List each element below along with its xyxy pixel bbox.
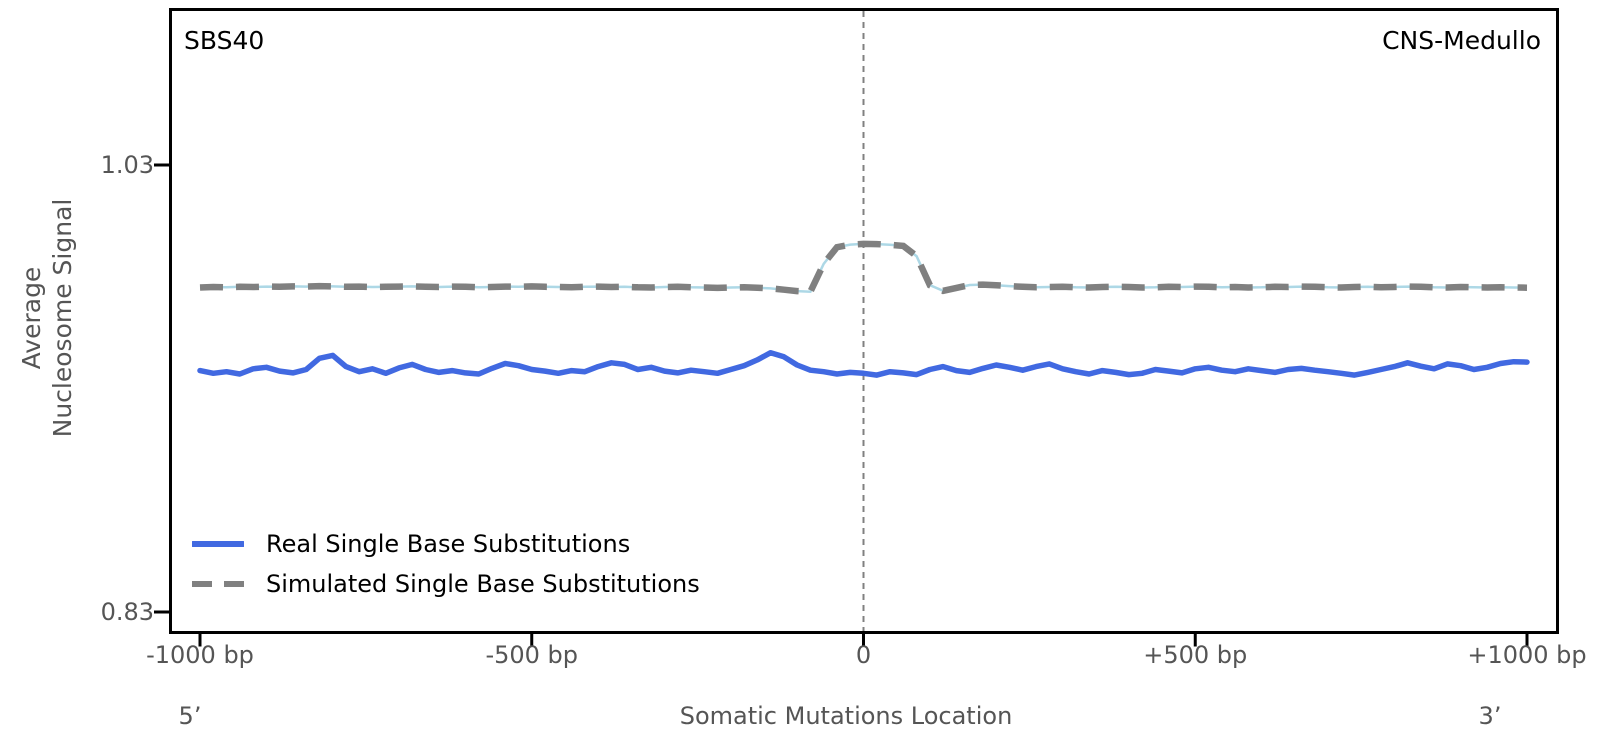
x-tick-label-minus-1000: -1000 bp xyxy=(146,641,254,669)
real-line xyxy=(197,349,1530,378)
legend-label-real: Real Single Base Substitutions xyxy=(266,530,631,558)
x-tick-label-plus-500: +500 bp xyxy=(1143,641,1248,669)
simulated-line xyxy=(199,240,1528,296)
three-prime-label: 3’ xyxy=(1478,702,1502,730)
signature-title: SBS40 xyxy=(184,26,265,55)
y-axis-label-line1: Average xyxy=(16,266,46,370)
legend-item-simulated: Simulated Single Base Substitutions xyxy=(192,564,812,604)
y-tick-label-top: 1.03 xyxy=(100,151,154,179)
simulated-line-swatch xyxy=(192,581,244,587)
y-axis-label: Average Nucleosome Signal xyxy=(16,199,79,438)
x-tick-label-zero: 0 xyxy=(855,641,872,669)
legend: Real Single Base Substitutions Simulated… xyxy=(192,524,812,604)
x-tick-label-plus-1000: +1000 bp xyxy=(1467,641,1587,669)
x-axis-tick-marks xyxy=(198,632,1529,647)
y-axis-tick-marks xyxy=(154,163,169,614)
legend-label-simulated: Simulated Single Base Substitutions xyxy=(266,570,700,598)
real-line-swatch xyxy=(192,541,244,547)
x-tick-label-minus-500: -500 bp xyxy=(485,641,579,669)
cancer-type-title: CNS-Medullo xyxy=(1382,26,1541,55)
legend-item-real: Real Single Base Substitutions xyxy=(192,524,812,564)
y-tick-label-bottom: 0.83 xyxy=(100,598,154,626)
y-axis-label-line2: Nucleosome Signal xyxy=(48,198,77,438)
x-axis-label: Somatic Mutations Location xyxy=(679,702,1013,730)
five-prime-label: 5’ xyxy=(178,702,202,730)
